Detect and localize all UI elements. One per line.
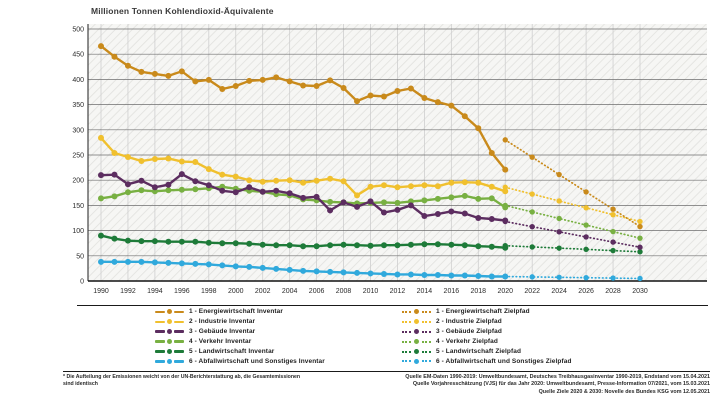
series-landwirtschaft-inventar [98,232,509,251]
legend-item-abfallwirtschaft-inventar: 6 - Abfallwirtschaft und Sonstiges Inven… [155,356,325,366]
legend-label: 6 - Abfallwirtschaft und Sonstiges Inven… [189,357,325,365]
svg-text:450: 450 [72,52,84,59]
svg-text:0: 0 [80,279,84,286]
svg-text:2008: 2008 [336,288,352,295]
legend-item-industrie-zielpfad: 2 - Industrie Zielpfad [402,317,572,327]
legend-bottom-divider [63,371,710,372]
legend-swatch-solid [155,309,184,315]
svg-text:2014: 2014 [417,288,433,295]
legend-swatch-solid [155,339,184,345]
legend-swatch-solid [155,329,184,335]
footnote: * Die Aufteilung der Emissionen weicht v… [63,374,301,388]
legend-label: 5 - Landwirtschaft Inventar [189,348,275,355]
svg-text:500: 500 [72,27,84,34]
series-energiewirtschaft-inventar [98,43,509,173]
legend-label: 4 - Verkehr Zielpfad [436,338,498,346]
source-line: Quelle EM-Daten 1990-2019: Umweltbundesa… [405,374,710,380]
legend-label: 2 - Industrie Zielpfad [436,318,502,326]
legend-item-gebaeude-zielpfad: 3 - Gebäude Zielpfad [402,327,572,337]
svg-text:2000: 2000 [228,288,244,295]
svg-text:200: 200 [72,178,84,185]
legend-label: 3 - Gebäude Inventar [189,328,256,336]
svg-text:2002: 2002 [255,288,271,295]
svg-text:2018: 2018 [471,288,487,295]
legend-item-abfallwirtschaft-zielpfad: 6 - Abfallwirtschaft und Sonstiges Zielp… [402,356,572,366]
legend-swatch-dotted [402,309,431,315]
legend-zielpfad-column: 1 - Energiewirtschaft Zielpfad 2 - Indust… [402,307,572,366]
svg-text:2020: 2020 [497,288,513,295]
legend-swatch-solid [155,319,184,325]
svg-text:100: 100 [72,228,84,235]
legend-item-industrie-inventar: 2 - Industrie Inventar [155,317,325,327]
legend-swatch-solid [155,358,184,364]
series-gebaeude-inventar [98,171,509,224]
series-abfallwirtschaft-inventar [98,258,509,280]
legend-label: 5 - Landwirtschaft Zielpfad [436,348,522,355]
svg-text:300: 300 [72,127,84,134]
source-notes: Quelle EM-Daten 1990-2019: Umweltbundesa… [405,374,710,396]
svg-text:2026: 2026 [578,288,594,295]
legend-swatch-dotted [402,349,431,354]
svg-text:350: 350 [72,102,84,109]
legend-swatch-dotted [402,358,431,364]
svg-text:400: 400 [72,77,84,84]
legend-label: 4 - Verkehr Inventar [189,338,252,346]
legend-item-energiewirtschaft-zielpfad: 1 - Energiewirtschaft Zielpfad [402,307,572,317]
legend-top-divider [77,305,708,306]
horizontal-gridlines [88,28,707,257]
source-line: Quelle Vorjahresschätzung (VJS) für das … [412,381,710,388]
y-axis-labels: 0 50 100 150 200 250 300 350 400 450 500 [72,27,84,286]
svg-text:1996: 1996 [174,288,190,295]
svg-text:2030: 2030 [632,288,648,295]
svg-text:2024: 2024 [551,288,567,295]
legend-swatch-solid [155,349,184,354]
svg-text:2010: 2010 [363,288,379,295]
legend-item-landwirtschaft-inventar: 5 - Landwirtschaft Inventar [155,347,325,357]
series-landwirtschaft-zielpfad [502,243,643,255]
svg-text:1994: 1994 [147,288,163,295]
svg-text:2006: 2006 [309,288,325,295]
legend-label: 1 - Energiewirtschaft Zielpfad [436,308,530,316]
svg-text:150: 150 [72,203,84,210]
series-energiewirtschaft-zielpfad [502,137,643,230]
svg-text:50: 50 [76,253,84,260]
svg-text:250: 250 [72,153,84,160]
legend-swatch-dotted [402,319,431,325]
chart-title: Millionen Tonnen Kohlendioxid-Äquivalent… [91,6,274,16]
legend-inventar-column: 1 - Energiewirtschaft Inventar 2 - Indust… [155,307,325,366]
svg-text:1990: 1990 [93,288,109,295]
svg-text:2012: 2012 [390,288,406,295]
legend-swatch-dotted [402,329,431,335]
legend-label: 1 - Energiewirtschaft Inventar [189,308,284,316]
legend-item-gebaeude-inventar: 3 - Gebäude Inventar [155,327,325,337]
source-line: Quelle Ziele 2020 & 2030: Novelle des Bu… [538,388,710,395]
svg-text:1998: 1998 [201,288,217,295]
series-industrie-zielpfad [502,184,643,225]
svg-text:1992: 1992 [120,288,136,295]
legend-item-energiewirtschaft-inventar: 1 - Energiewirtschaft Inventar [155,307,325,317]
svg-text:2022: 2022 [524,288,540,295]
legend-item-verkehr-zielpfad: 4 - Verkehr Zielpfad [402,337,572,347]
svg-text:2028: 2028 [605,288,621,295]
legend-item-landwirtschaft-zielpfad: 5 - Landwirtschaft Zielpfad [402,347,572,357]
svg-text:2016: 2016 [444,288,460,295]
legend-item-verkehr-inventar: 4 - Verkehr Inventar [155,337,325,347]
svg-text:2004: 2004 [282,288,298,295]
legend-label: 3 - Gebäude Zielpfad [436,328,502,336]
x-axis-labels: 1990 1992 1994 1996 1998 2000 2002 2004 2006 2008… [93,288,648,295]
series-industrie-inventar [98,134,509,199]
legend-label: 6 - Abfallwirtschaft und Sonstiges Zielp… [436,357,572,365]
legend-swatch-dotted [402,339,431,345]
legend-label: 2 - Industrie Inventar [189,318,256,326]
